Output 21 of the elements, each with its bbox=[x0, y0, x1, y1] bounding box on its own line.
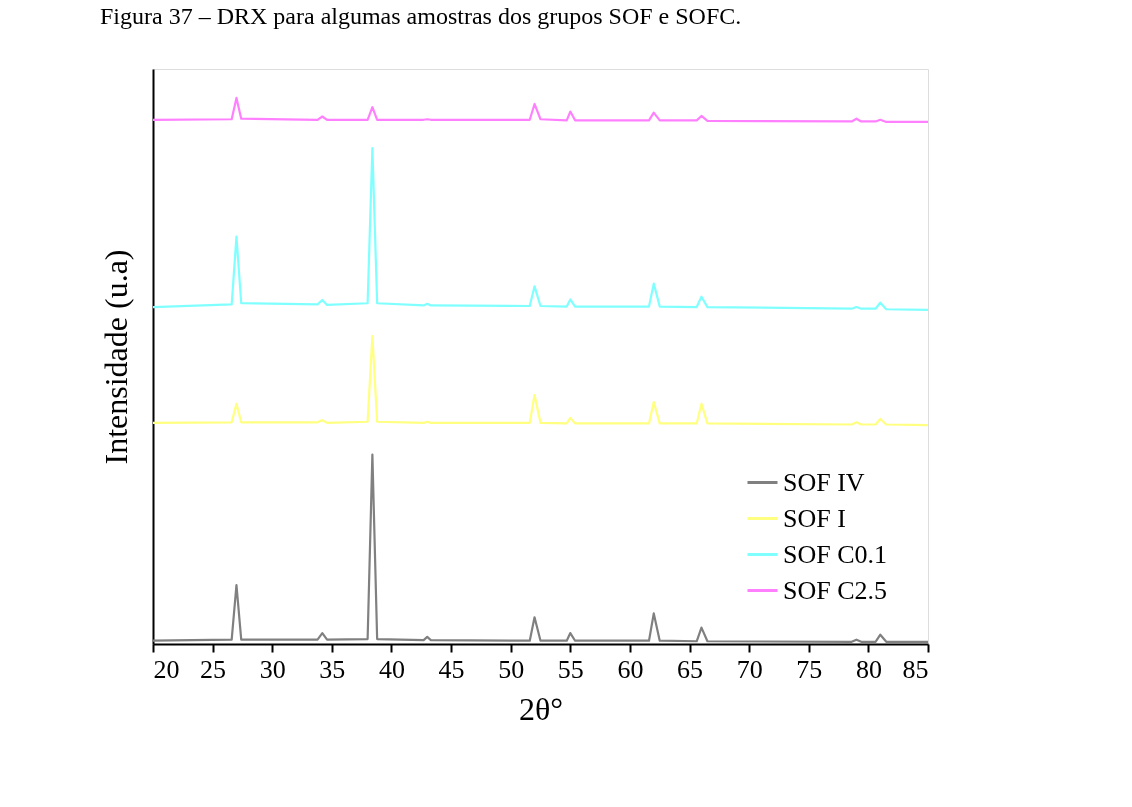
x-tick-label: 75 bbox=[796, 654, 823, 684]
x-tick-label: 55 bbox=[557, 654, 584, 684]
legend-label: SOF I bbox=[783, 503, 846, 533]
legend-label: SOF C2.5 bbox=[783, 575, 888, 605]
x-tick-label: 30 bbox=[259, 654, 286, 684]
x-tick-label: 35 bbox=[319, 654, 346, 684]
legend-label: SOF C0.1 bbox=[783, 539, 888, 569]
x-tick-label: 60 bbox=[617, 654, 644, 684]
x-tick-label: 70 bbox=[736, 654, 763, 684]
x-tick-label: 80 bbox=[855, 654, 882, 684]
x-tick-label: 25 bbox=[200, 654, 227, 684]
x-tick-label: 40 bbox=[378, 654, 405, 684]
x-tick-label: 50 bbox=[498, 654, 525, 684]
y-axis-title: Intensidade (u.a) bbox=[97, 249, 134, 465]
legend-label: SOF IV bbox=[783, 467, 865, 497]
x-tick-label: 45 bbox=[438, 654, 465, 684]
x-tick-label: 20 bbox=[153, 654, 180, 684]
chart-title: Figura 37 – DRX para algumas amostras dos grupos SOF e SOFC. bbox=[100, 3, 742, 29]
x-axis-title: 2θ° bbox=[518, 690, 564, 727]
x-tick-label: 85 bbox=[902, 654, 929, 684]
x-tick-label: 65 bbox=[677, 654, 704, 684]
